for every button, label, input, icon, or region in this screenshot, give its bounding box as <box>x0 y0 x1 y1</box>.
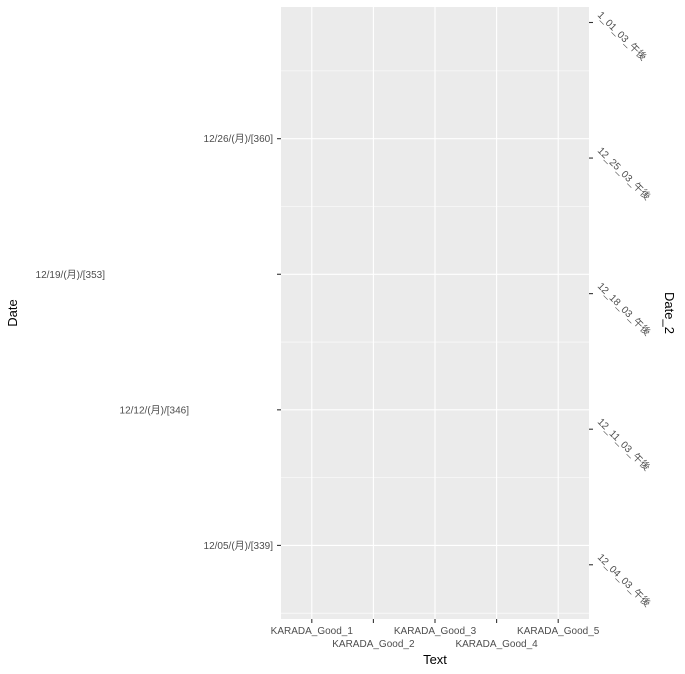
y2-tick-label: 12_11_03_午後 <box>595 415 653 473</box>
y-axis-title-secondary: Date_2 <box>662 292 677 334</box>
x-tick-label: KARADA_Good_3 <box>394 626 477 637</box>
y-tick-label: 12/19/(月)/[353] <box>36 269 106 281</box>
y2-tick-label: 12_18_03_午後 <box>595 280 654 339</box>
x-tick-label: KARADA_Good_4 <box>455 639 538 650</box>
x-tick-label: KARADA_Good_1 <box>271 626 354 637</box>
y2-tick-label: 12_25_03_午後 <box>595 144 654 203</box>
y-tick-label: 12/05/(月)/[339] <box>204 540 274 552</box>
y2-tick-label: 12_04_03_午後 <box>595 551 654 610</box>
y-tick-label: 12/26/(月)/[360] <box>204 133 274 145</box>
x-tick-label: KARADA_Good_2 <box>332 639 415 650</box>
axis-ticks <box>277 21 593 623</box>
x-axis-title: Text <box>423 652 447 667</box>
y-axis-title: Date <box>5 299 20 326</box>
x-tick-label: KARADA_Good_5 <box>517 626 600 637</box>
grid-major <box>281 7 589 619</box>
y2-tick-label: 1_01_03_午後 <box>595 8 650 63</box>
y-tick-label: 12/12/(月)/[346] <box>120 404 190 416</box>
